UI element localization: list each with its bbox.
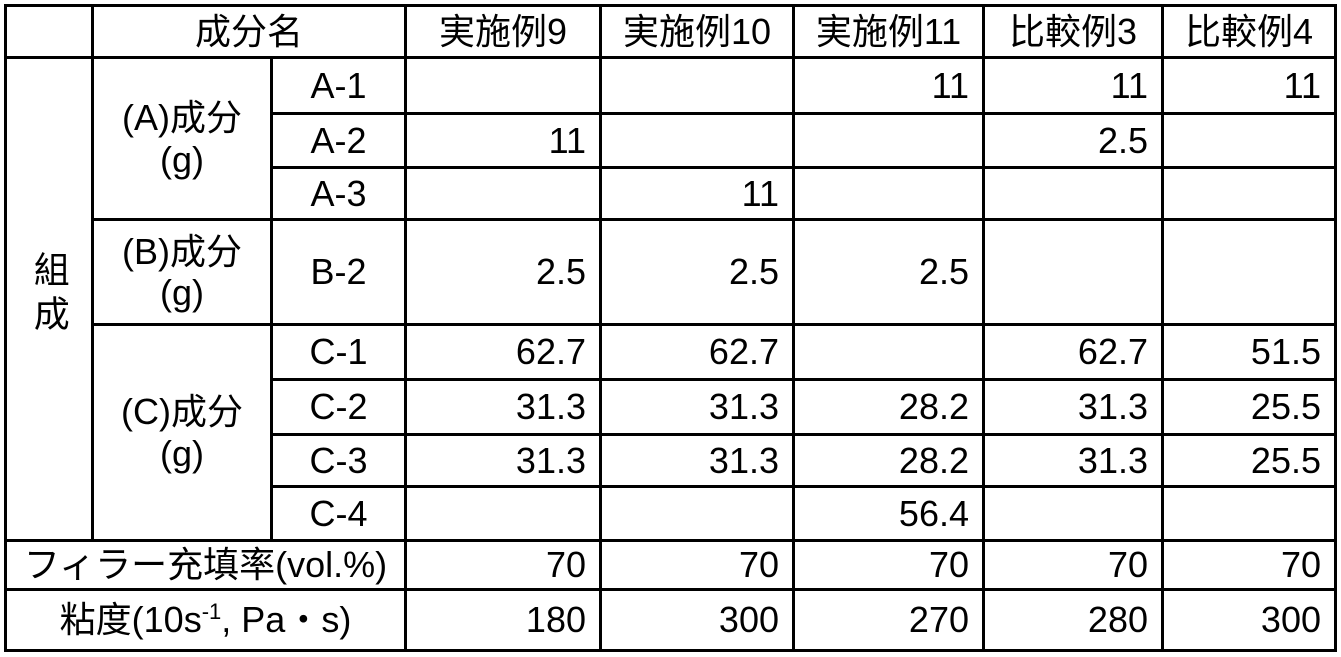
value-cell-c4-cmp3 [982, 485, 1164, 542]
value-cell-filler-ex9: 70 [404, 539, 602, 591]
value-cell-a2-ex10 [599, 112, 795, 169]
value-cell-c3-ex9: 31.3 [404, 433, 602, 488]
table-row-a2: A-2 11 2.5 [6, 112, 1337, 169]
table-row-c1: (C)成分 (g) C-1 62.7 62.7 62.7 51.5 [6, 323, 1337, 542]
value-cell-c4-ex9 [404, 485, 602, 542]
category-b-line2: (g) [160, 272, 204, 313]
component-cell-c3: C-3 [270, 433, 407, 488]
value-cell-viscosity-ex9: 180 [404, 588, 602, 652]
component-cell-c4: C-4 [270, 485, 407, 542]
table-row-c3: C-3 31.3 31.3 28.2 31.3 25.5 [6, 433, 1337, 488]
value-cell-c2-ex10: 31.3 [599, 378, 795, 436]
value-cell-c3-ex11: 28.2 [792, 433, 985, 488]
viscosity-label-suffix: , Pa・s) [221, 599, 352, 641]
category-c-line1: (C)成分 [121, 391, 243, 433]
value-cell-a1-cmp4: 11 [1161, 56, 1337, 115]
category-label-a: (A)成分 (g) [91, 56, 273, 221]
composition-table: 成分名 実施例9 実施例10 実施例11 比較例3 比較例4 組成 (A)成分 … [4, 4, 1337, 652]
value-cell-a3-ex11 [792, 166, 985, 221]
composition-vertical-label: 組成 [28, 250, 70, 339]
table-row-a1: 組成 (A)成分 (g) A-1 11 11 11 [4, 56, 1337, 542]
value-cell-viscosity-ex11: 270 [792, 588, 985, 652]
value-cell-filler-cmp4: 70 [1161, 539, 1337, 591]
category-label-b: (B)成分 (g) [91, 218, 273, 326]
viscosity-label: 粘度(10s-1, Pa・s) [4, 588, 407, 652]
value-cell-c3-ex10: 31.3 [599, 433, 795, 488]
value-cell-viscosity-cmp3: 280 [982, 588, 1164, 652]
component-cell-c1: C-1 [270, 323, 407, 381]
value-cell-a3-cmp4 [1161, 166, 1337, 221]
viscosity-label-prefix: 粘度(10s [59, 599, 202, 641]
value-cell-a2-cmp4 [1161, 112, 1337, 169]
value-cell-c2-cmp4: 25.5 [1161, 378, 1337, 436]
col-header-comparative-3: 比較例3 [982, 4, 1164, 59]
category-a-line1: (A)成分 [122, 97, 242, 139]
col-header-example-10: 実施例10 [599, 4, 795, 59]
value-cell-a1-ex9 [404, 56, 602, 115]
value-cell-c3-cmp3: 31.3 [982, 433, 1164, 488]
value-cell-b2-ex11: 2.5 [792, 218, 985, 326]
value-cell-c1-ex9: 62.7 [404, 323, 602, 381]
table-row-c2: C-2 31.3 31.3 28.2 31.3 25.5 [6, 378, 1337, 436]
table-row-c4: C-4 56.4 [6, 485, 1337, 542]
table-row-viscosity: 粘度(10s-1, Pa・s) 180 300 270 280 300 [4, 588, 1337, 652]
component-cell-c2: C-2 [270, 378, 407, 436]
value-cell-viscosity-cmp4: 300 [1161, 588, 1337, 652]
component-name-header: 成分名 [91, 4, 407, 59]
value-cell-c4-ex10 [599, 485, 795, 542]
value-cell-a3-ex10: 11 [599, 166, 795, 221]
value-cell-filler-ex11: 70 [792, 539, 985, 591]
category-c-line2: (g) [160, 432, 204, 474]
col-header-comparative-4: 比較例4 [1161, 4, 1337, 59]
value-cell-c4-ex11: 56.4 [792, 485, 985, 542]
value-cell-c1-cmp3: 62.7 [982, 323, 1164, 381]
value-cell-b2-ex10: 2.5 [599, 218, 795, 326]
value-cell-a1-ex10 [599, 56, 795, 115]
viscosity-label-superscript: -1 [201, 599, 222, 625]
value-cell-c1-ex10: 62.7 [599, 323, 795, 381]
row-group-label-composition: 組成 [4, 56, 94, 542]
value-cell-b2-cmp3 [982, 218, 1164, 326]
value-cell-a1-cmp3: 11 [982, 56, 1164, 115]
col-header-example-11: 実施例11 [792, 4, 985, 59]
table-row-a3: A-3 11 [6, 166, 1337, 221]
value-cell-b2-cmp4 [1161, 218, 1337, 326]
component-cell-a2: A-2 [270, 112, 407, 169]
value-cell-a3-ex9 [404, 166, 602, 221]
table-row-filler-rate: フィラー充填率(vol.%) 70 70 70 70 70 [4, 539, 1337, 591]
value-cell-viscosity-ex10: 300 [599, 588, 795, 652]
header-row: 成分名 実施例9 実施例10 実施例11 比較例3 比較例4 [4, 4, 1337, 59]
component-cell-a1: A-1 [270, 56, 407, 115]
value-cell-c3-cmp4: 25.5 [1161, 433, 1337, 488]
value-cell-c2-ex9: 31.3 [404, 378, 602, 436]
filler-rate-label: フィラー充填率(vol.%) [4, 539, 407, 591]
table-row-b2: (B)成分 (g) B-2 2.5 2.5 2.5 [6, 218, 1337, 326]
value-cell-b2-ex9: 2.5 [404, 218, 602, 326]
value-cell-filler-cmp3: 70 [982, 539, 1164, 591]
category-b-line1: (B)成分 [122, 230, 242, 272]
value-cell-a2-cmp3: 2.5 [982, 112, 1164, 169]
value-cell-a2-ex11 [792, 112, 985, 169]
col-header-example-9: 実施例9 [404, 4, 602, 59]
category-a-line2: (g) [160, 138, 204, 180]
value-cell-filler-ex10: 70 [599, 539, 795, 591]
value-cell-a2-ex9: 11 [404, 112, 602, 169]
value-cell-c2-ex11: 28.2 [792, 378, 985, 436]
value-cell-c4-cmp4 [1161, 485, 1337, 542]
value-cell-c2-cmp3: 31.3 [982, 378, 1164, 436]
value-cell-c1-cmp4: 51.5 [1161, 323, 1337, 381]
category-label-c: (C)成分 (g) [91, 323, 273, 542]
value-cell-a1-ex11: 11 [792, 56, 985, 115]
component-cell-b2: B-2 [270, 218, 407, 326]
value-cell-a3-cmp3 [982, 166, 1164, 221]
value-cell-c1-ex11 [792, 323, 985, 381]
component-cell-a3: A-3 [270, 166, 407, 221]
corner-cell [4, 4, 94, 59]
